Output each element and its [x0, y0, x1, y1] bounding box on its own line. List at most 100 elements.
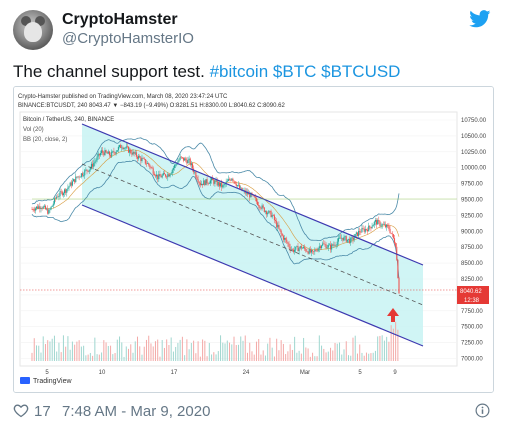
y-tick-label: 10250.00	[461, 150, 487, 156]
candle-body	[349, 238, 351, 244]
avatar-face	[24, 22, 42, 42]
volume-bar	[249, 342, 251, 361]
volume-bar	[128, 348, 130, 361]
candle-body	[38, 206, 40, 209]
candle-body	[342, 237, 344, 241]
display-name[interactable]: CryptoHamster	[62, 11, 178, 28]
candle-body	[86, 169, 88, 171]
candle-body	[324, 243, 326, 245]
candle-body	[171, 169, 173, 174]
volume-bar	[159, 356, 161, 361]
volume-bar	[208, 342, 210, 361]
x-tick-label: Mar	[300, 370, 310, 376]
candle-body	[355, 232, 357, 235]
candle-body	[99, 153, 102, 156]
x-tick-label: 5	[45, 370, 49, 376]
chart-image[interactable]: Crypto-Hamster published on TradingView.…	[13, 86, 494, 393]
candle-body	[322, 243, 324, 246]
candle-body	[296, 246, 298, 247]
volume-bar	[260, 354, 262, 361]
candle-body	[111, 151, 113, 157]
candle-body	[69, 182, 71, 187]
candle-body	[172, 167, 174, 170]
candle-body	[68, 186, 70, 188]
y-tick-label: 9000.00	[461, 229, 483, 235]
twitter-bird-icon[interactable]	[469, 10, 491, 28]
candle-body	[362, 228, 364, 229]
candle-body	[133, 151, 135, 154]
plot-frame	[19, 111, 458, 367]
candle-body	[304, 246, 306, 249]
volume-bar	[327, 351, 329, 361]
volume-bars	[31, 321, 399, 361]
volume-bar	[78, 340, 80, 361]
candle-body	[173, 165, 176, 168]
user-handle[interactable]: @CryptoHamsterIO	[62, 30, 194, 47]
volume-bar	[343, 349, 345, 361]
candle-body	[195, 171, 197, 178]
y-tick-label: 9750.00	[461, 182, 483, 188]
cashtag-link[interactable]: $BTCUSD	[321, 62, 401, 81]
volume-bar	[199, 356, 201, 361]
candle-body	[71, 181, 73, 186]
volume-bar	[80, 346, 82, 361]
candle-body	[203, 180, 205, 186]
tweet-timestamp[interactable]: 7:48 AM - Mar 9, 2020	[62, 403, 211, 420]
cashtag-link[interactable]: $BTC	[272, 62, 317, 81]
avatar[interactable]	[13, 10, 53, 50]
candle-body	[392, 234, 394, 239]
candle-body	[321, 245, 323, 249]
hashtag-link[interactable]: #bitcoin	[209, 62, 269, 81]
candle-body	[93, 162, 95, 167]
candle-body	[78, 176, 80, 178]
candle-body	[287, 242, 289, 244]
candle-body	[373, 221, 375, 226]
candle-body	[279, 228, 281, 231]
volume-bar	[392, 328, 394, 361]
volume-bar	[303, 337, 305, 361]
candle-body	[136, 156, 139, 159]
candle-body	[103, 152, 105, 156]
volume-bar	[345, 341, 347, 361]
candle-body	[233, 180, 235, 182]
x-tick-label: 24	[243, 370, 250, 376]
candle-body	[154, 175, 157, 177]
candle-body	[232, 178, 234, 181]
heart-icon[interactable]	[13, 403, 29, 418]
candle-body	[170, 173, 172, 175]
channel-lines	[20, 123, 457, 347]
candle-body	[166, 176, 168, 178]
candle-body	[340, 237, 342, 239]
ticker-line: BINANCE:BTCUSDT, 240 8043.47 ▼ −843.19 (…	[18, 103, 285, 109]
candle-body	[218, 182, 220, 187]
candle-body	[216, 180, 218, 186]
volume-bar	[184, 355, 186, 361]
candle-body	[184, 158, 186, 161]
candle-body	[254, 197, 256, 199]
volume-bar	[240, 336, 242, 361]
candle-body	[162, 173, 164, 176]
candle-body	[334, 244, 336, 246]
info-icon[interactable]	[475, 403, 490, 418]
y-tick-label: 7000.00	[461, 357, 483, 363]
volume-bar	[231, 344, 233, 361]
candle-body	[258, 204, 260, 207]
volume-bar	[83, 345, 85, 361]
price-tag-bg	[457, 286, 489, 295]
candle-body	[144, 159, 146, 164]
volume-bar	[98, 354, 100, 361]
volume-bar	[246, 352, 248, 361]
volume-bar	[114, 353, 116, 361]
candle-body	[143, 158, 145, 160]
volume-bar	[220, 335, 222, 361]
candle-body	[177, 161, 179, 165]
candle-body	[318, 246, 320, 249]
candle-body	[365, 229, 368, 230]
candle-body	[43, 205, 45, 207]
candle-body	[341, 237, 343, 239]
series-label: Bitcoin / TetherUS, 240, BINANCE	[23, 117, 114, 123]
candle-body	[274, 220, 277, 222]
volume-bar	[150, 343, 152, 361]
candle-body	[89, 168, 91, 170]
volume-bar	[359, 344, 361, 361]
